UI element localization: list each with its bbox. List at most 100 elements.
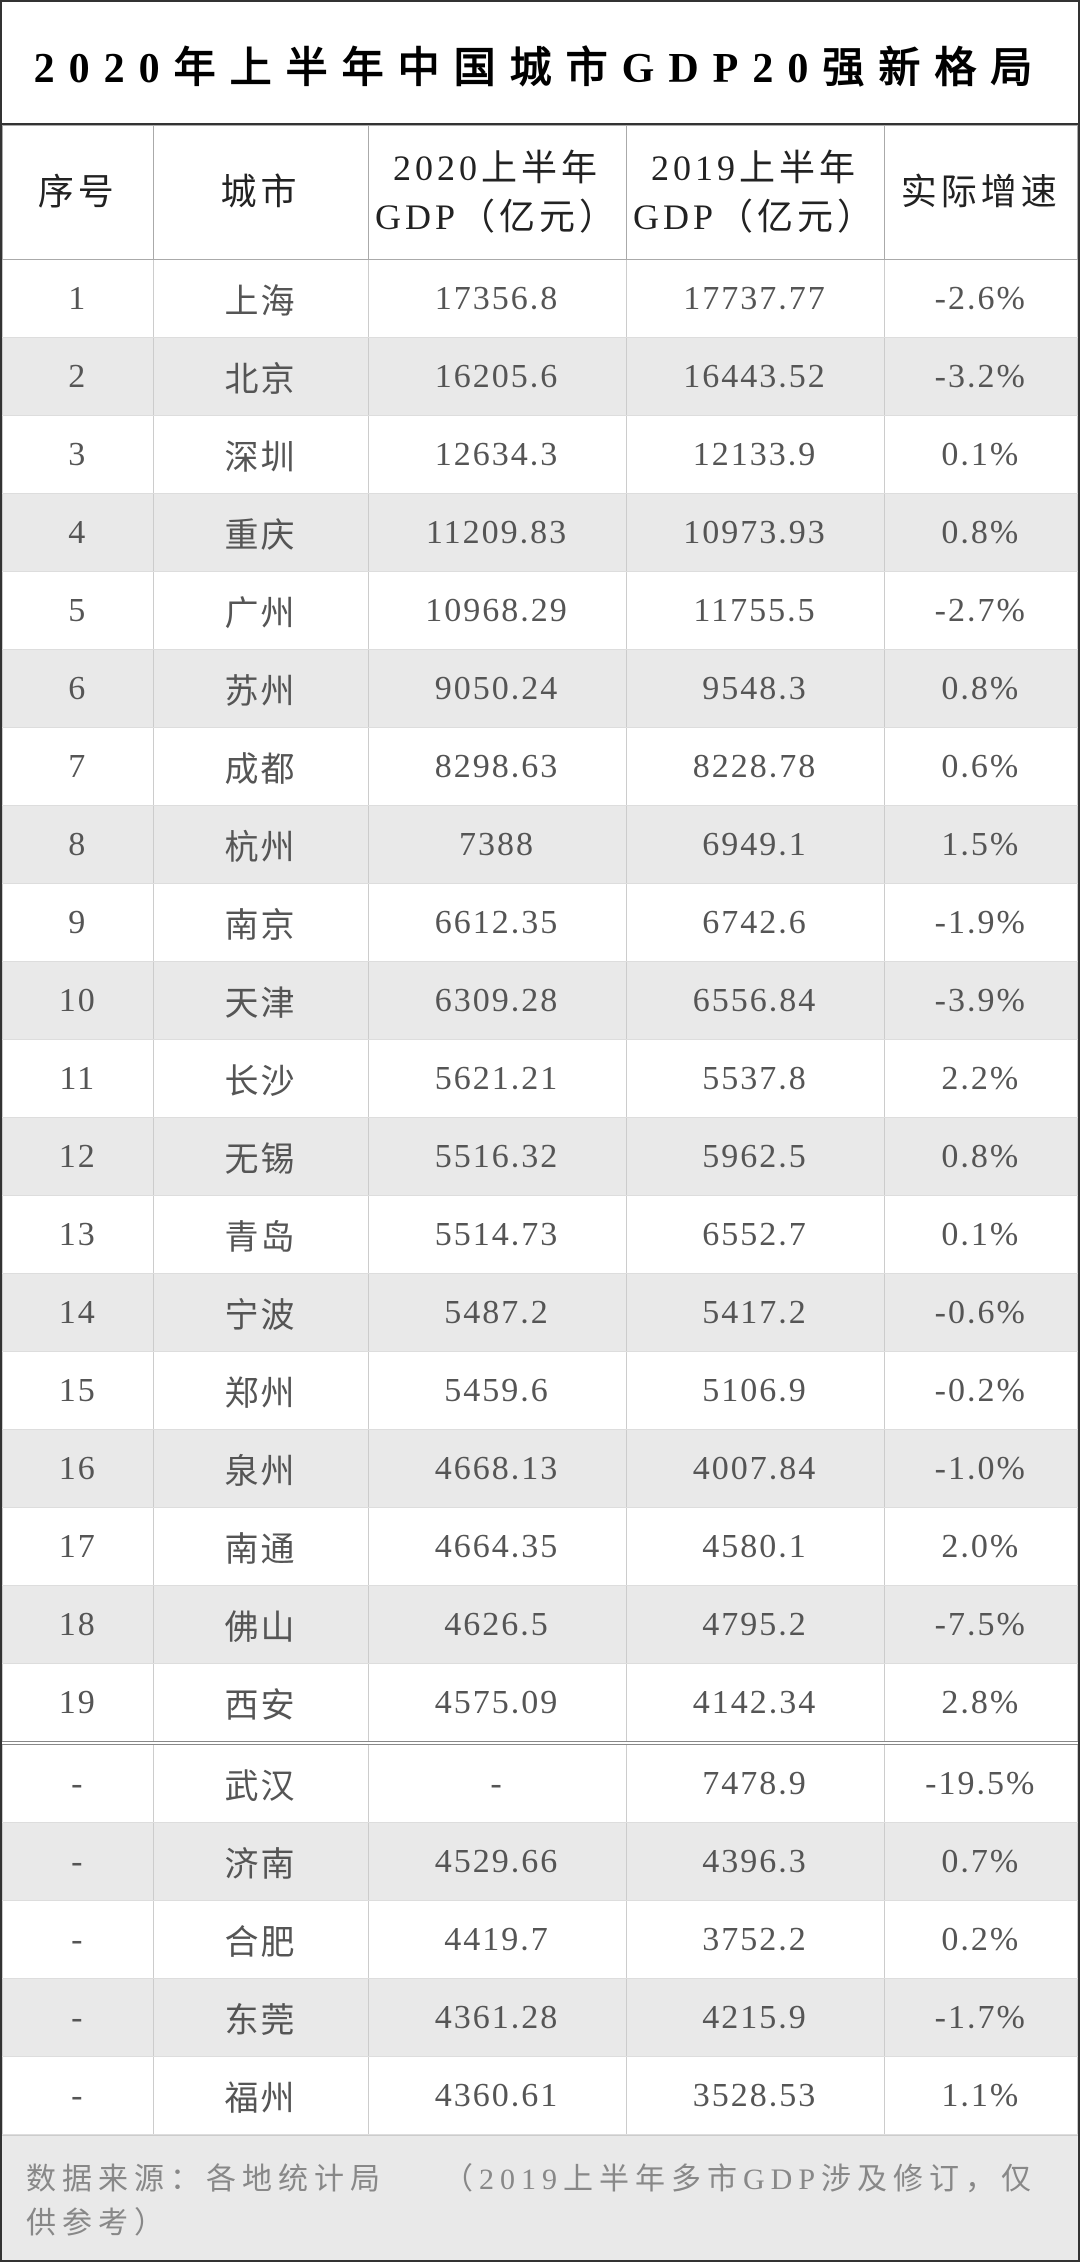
cell-gdp2020: 5516.32 <box>368 1118 626 1196</box>
table-header-row: 序号 城市 2020上半年GDP（亿元） 2019上半年GDP（亿元） 实际增速 <box>3 126 1078 260</box>
cell-gdp2020: 6309.28 <box>368 962 626 1040</box>
cell-city: 上海 <box>153 260 368 338</box>
col-header-rank: 序号 <box>3 126 154 260</box>
cell-growth: 0.7% <box>884 1823 1078 1901</box>
table-row: 19西安4575.094142.342.8% <box>3 1664 1078 1744</box>
table-row: 5广州10968.2911755.5-2.7% <box>3 572 1078 650</box>
cell-gdp2020: 6612.35 <box>368 884 626 962</box>
cell-gdp2020: 17356.8 <box>368 260 626 338</box>
cell-rank: - <box>3 1823 154 1901</box>
col-header-gdp2019: 2019上半年GDP（亿元） <box>626 126 884 260</box>
cell-gdp2020: 7388 <box>368 806 626 884</box>
table-row: -武汉-7478.9-19.5% <box>3 1743 1078 1823</box>
cell-rank: 11 <box>3 1040 154 1118</box>
col-header-gdp2020: 2020上半年GDP（亿元） <box>368 126 626 260</box>
cell-gdp2019: 7478.9 <box>626 1743 884 1823</box>
cell-growth: 0.8% <box>884 1118 1078 1196</box>
cell-growth: -0.6% <box>884 1274 1078 1352</box>
cell-gdp2020: - <box>368 1743 626 1823</box>
cell-city: 青岛 <box>153 1196 368 1274</box>
cell-growth: 0.8% <box>884 650 1078 728</box>
cell-gdp2019: 5417.2 <box>626 1274 884 1352</box>
cell-gdp2019: 8228.78 <box>626 728 884 806</box>
cell-gdp2019: 17737.77 <box>626 260 884 338</box>
cell-gdp2020: 5514.73 <box>368 1196 626 1274</box>
cell-city: 深圳 <box>153 416 368 494</box>
cell-growth: 2.0% <box>884 1508 1078 1586</box>
cell-growth: -7.5% <box>884 1586 1078 1664</box>
cell-growth: -19.5% <box>884 1743 1078 1823</box>
cell-growth: 0.1% <box>884 416 1078 494</box>
cell-growth: 2.8% <box>884 1664 1078 1744</box>
cell-gdp2019: 3752.2 <box>626 1901 884 1979</box>
cell-growth: 0.8% <box>884 494 1078 572</box>
cell-gdp2020: 8298.63 <box>368 728 626 806</box>
table-row: 17南通4664.354580.12.0% <box>3 1508 1078 1586</box>
cell-city: 成都 <box>153 728 368 806</box>
cell-rank: 13 <box>3 1196 154 1274</box>
cell-growth: 0.6% <box>884 728 1078 806</box>
cell-growth: 0.2% <box>884 1901 1078 1979</box>
cell-city: 天津 <box>153 962 368 1040</box>
cell-city: 合肥 <box>153 1901 368 1979</box>
cell-city: 苏州 <box>153 650 368 728</box>
cell-rank: 10 <box>3 962 154 1040</box>
cell-city: 佛山 <box>153 1586 368 1664</box>
cell-growth: -2.7% <box>884 572 1078 650</box>
table-row: 7成都8298.638228.780.6% <box>3 728 1078 806</box>
cell-gdp2019: 6556.84 <box>626 962 884 1040</box>
cell-gdp2020: 4575.09 <box>368 1664 626 1744</box>
cell-growth: 1.1% <box>884 2057 1078 2135</box>
cell-gdp2019: 5106.9 <box>626 1352 884 1430</box>
cell-gdp2019: 4795.2 <box>626 1586 884 1664</box>
cell-gdp2019: 4396.3 <box>626 1823 884 1901</box>
cell-rank: - <box>3 1743 154 1823</box>
cell-city: 宁波 <box>153 1274 368 1352</box>
table-row: 14宁波5487.25417.2-0.6% <box>3 1274 1078 1352</box>
cell-rank: - <box>3 2057 154 2135</box>
table-row: 10天津6309.286556.84-3.9% <box>3 962 1078 1040</box>
cell-rank: - <box>3 1979 154 2057</box>
cell-gdp2019: 5537.8 <box>626 1040 884 1118</box>
cell-gdp2019: 3528.53 <box>626 2057 884 2135</box>
table-body: 1上海17356.817737.77-2.6%2北京16205.616443.5… <box>3 260 1078 2135</box>
col-header-city: 城市 <box>153 126 368 260</box>
page-title: 2020年上半年中国城市GDP20强新格局 <box>2 2 1078 125</box>
cell-growth: -1.7% <box>884 1979 1078 2057</box>
cell-rank: 9 <box>3 884 154 962</box>
cell-gdp2020: 5621.21 <box>368 1040 626 1118</box>
cell-rank: 16 <box>3 1430 154 1508</box>
footer-note: 数据来源：各地统计局 （2019上半年多市GDP涉及修订，仅供参考） <box>2 2135 1078 2260</box>
cell-gdp2019: 5962.5 <box>626 1118 884 1196</box>
cell-gdp2020: 4664.35 <box>368 1508 626 1586</box>
cell-gdp2019: 4142.34 <box>626 1664 884 1744</box>
cell-gdp2020: 4419.7 <box>368 1901 626 1979</box>
cell-rank: 3 <box>3 416 154 494</box>
cell-growth: -3.2% <box>884 338 1078 416</box>
cell-city: 南京 <box>153 884 368 962</box>
cell-city: 长沙 <box>153 1040 368 1118</box>
cell-growth: -3.9% <box>884 962 1078 1040</box>
cell-rank: 19 <box>3 1664 154 1744</box>
table-row: 3深圳12634.312133.90.1% <box>3 416 1078 494</box>
cell-rank: 7 <box>3 728 154 806</box>
cell-growth: 1.5% <box>884 806 1078 884</box>
cell-city: 重庆 <box>153 494 368 572</box>
cell-rank: 15 <box>3 1352 154 1430</box>
cell-city: 广州 <box>153 572 368 650</box>
cell-gdp2020: 4626.5 <box>368 1586 626 1664</box>
table-row: 11长沙5621.215537.82.2% <box>3 1040 1078 1118</box>
cell-gdp2020: 12634.3 <box>368 416 626 494</box>
cell-rank: 12 <box>3 1118 154 1196</box>
cell-city: 郑州 <box>153 1352 368 1430</box>
table-row: 18佛山4626.54795.2-7.5% <box>3 1586 1078 1664</box>
cell-city: 北京 <box>153 338 368 416</box>
cell-growth: -1.0% <box>884 1430 1078 1508</box>
cell-gdp2020: 4360.61 <box>368 2057 626 2135</box>
table-row: 15郑州5459.65106.9-0.2% <box>3 1352 1078 1430</box>
cell-rank: 14 <box>3 1274 154 1352</box>
table-row: 16泉州4668.134007.84-1.0% <box>3 1430 1078 1508</box>
cell-gdp2020: 4529.66 <box>368 1823 626 1901</box>
cell-city: 东莞 <box>153 1979 368 2057</box>
cell-gdp2019: 9548.3 <box>626 650 884 728</box>
